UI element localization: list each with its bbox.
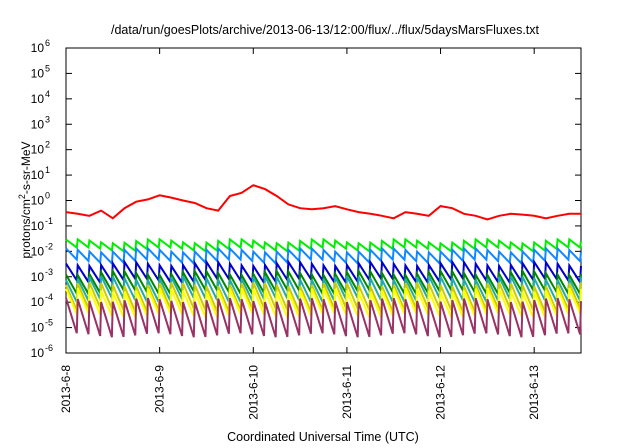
y-tick-label: 10: [31, 295, 45, 309]
y-tick-exponent: 1: [45, 165, 50, 175]
y-tick-exponent: -2: [45, 241, 53, 251]
y-axis: 10 -610 -510 -410 -310 -210 -110 010 110 210 310 41…: [31, 38, 581, 360]
y-tick-exponent: 3: [45, 114, 50, 124]
x-tick-label: 2013-6-13: [527, 365, 541, 420]
y-tick-label: 10: [31, 168, 45, 182]
y-tick-exponent: -1: [45, 216, 53, 226]
y-tick-exponent: 0: [45, 191, 50, 201]
x-tick-label: 2013-6-8: [59, 365, 73, 413]
y-tick-label: 10: [31, 194, 45, 208]
x-tick-label: 2013-6-9: [153, 365, 167, 413]
y-tick-label: 10: [31, 244, 45, 258]
y-tick-label: 10: [31, 346, 45, 360]
chart-title: /data/run/goesPlots/archive/2013-06-13/1…: [111, 23, 540, 37]
x-tick-label: 2013-6-10: [246, 365, 260, 420]
y-tick-label: 10: [31, 66, 45, 80]
y-tick-label: 10: [31, 143, 45, 157]
y-tick-exponent: 5: [45, 63, 50, 73]
y-tick-exponent: 6: [45, 38, 50, 48]
series-line-9: [65, 297, 582, 338]
x-tick-label: 2013-6-11: [340, 365, 354, 419]
x-tick-label: 2013-6-12: [434, 365, 448, 420]
x-axis-label: Coordinated Universal Time (UTC): [227, 430, 419, 444]
y-tick-label: 10: [31, 41, 45, 55]
x-axis: 2013-6-8 2013-6-9 2013-6-10 2013-6-11 2013-6…: [59, 48, 541, 420]
y-tick-exponent: 4: [45, 89, 50, 99]
y-tick-exponent: 2: [45, 140, 50, 150]
y-tick-label: 10: [31, 270, 45, 284]
y-tick-exponent: -5: [45, 318, 53, 328]
y-tick-label: 10: [31, 219, 45, 233]
y-tick-label: 10: [31, 321, 45, 335]
series-line-3: [65, 246, 582, 266]
y-tick-exponent: -3: [45, 267, 53, 277]
y-tick-label: 10: [31, 92, 45, 106]
series-line-1: [65, 184, 581, 221]
series-layer: [65, 184, 582, 338]
y-tick-exponent: -4: [45, 292, 53, 302]
y-tick-label: 10: [31, 117, 45, 131]
y-axis-label: protons/cm2-s-sr-MeV: [17, 141, 33, 258]
y-tick-exponent: -6: [45, 343, 53, 353]
series-line-2: [65, 237, 582, 254]
